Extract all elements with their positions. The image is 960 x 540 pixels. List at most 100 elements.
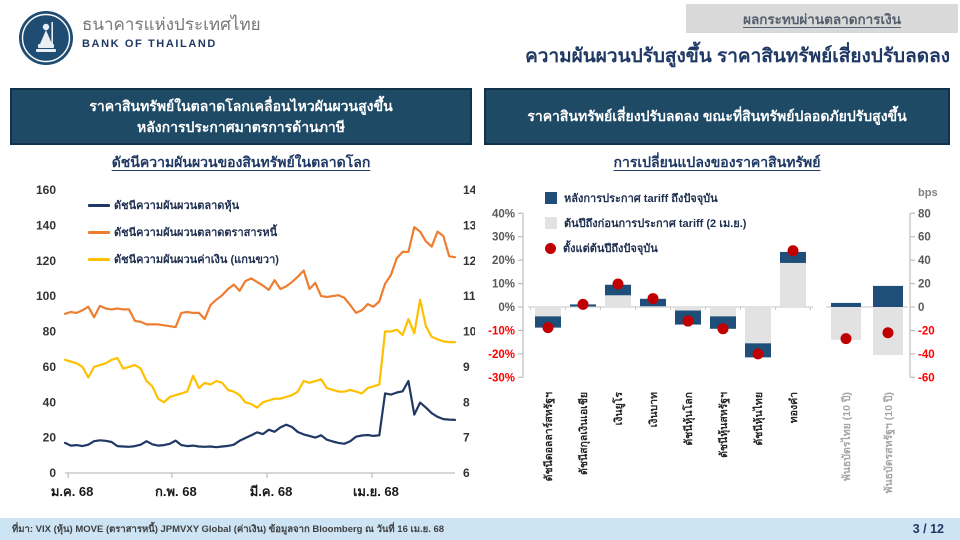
right-axis-tick: 14: [463, 183, 475, 197]
ytd-dot: [717, 323, 729, 335]
line-legend-label: ดัชนีความผันผวนตลาดตราสารหนี้: [114, 227, 278, 239]
bar-pre-tariff: [745, 307, 771, 344]
left-axis-tick: 160: [36, 183, 56, 197]
line-swatch-icon: [88, 203, 110, 207]
bar-legend-item-0: หลังการประกาศ tariff ถึงปัจจุบัน: [545, 189, 746, 207]
bar-post-tariff: [831, 302, 861, 307]
bar-post-tariff: [780, 251, 806, 263]
pct-axis-label: 10%: [492, 279, 515, 291]
ytd-dot: [840, 333, 852, 345]
right-axis-tick: 13: [463, 218, 475, 232]
org-name-en: BANK OF THAILAND: [82, 37, 217, 50]
bps-axis-label: -40: [918, 349, 935, 361]
pct-axis-label: 40%: [492, 208, 515, 220]
bar-legend-label: ต้นปีถึงก่อนการประกาศ tariff (2 เม.ย.): [564, 218, 747, 230]
x-axis-label: เม.ย. 68: [353, 484, 399, 499]
ytd-dot: [577, 298, 589, 310]
right-axis-tick: 10: [463, 325, 475, 339]
org-names: ธนาคารแห่งประเทศไทย BANK OF THAILAND: [82, 15, 261, 50]
bar-pre-tariff: [710, 307, 736, 317]
right-axis-tick: 6: [463, 466, 470, 480]
left-axis-tick: 140: [36, 218, 56, 232]
left-panel-header-line2: หลังการประกาศมาตรการด้านภาษี: [136, 118, 346, 135]
ytd-dot: [612, 278, 624, 290]
bar-category-label: เงินบาท: [648, 392, 660, 427]
line-chart-title: ดัชนีความผันผวนของสินทรัพย์ในตลาดโลก: [111, 154, 371, 170]
line-legend-label: ดัชนีความผันผวนตลาดหุ้น: [114, 200, 240, 212]
right-axis-tick: 12: [463, 254, 475, 268]
left-axis-tick: 0: [49, 466, 56, 480]
bar-category-label: พันธบัตรสหรัฐฯ (10 ปี): [882, 392, 895, 493]
bar-category-label: ดัชนีดอลลาร์สหรัฐฯ: [542, 392, 555, 481]
bps-unit-label: bps: [918, 187, 938, 199]
bar-category-label: ดัชนีหุ้นสหรัฐฯ: [717, 392, 731, 458]
bar-legend-item-1: ต้นปีถึงก่อนการประกาศ tariff (2 เม.ย.): [545, 214, 746, 232]
line-chart-legend: ดัชนีความผันผวนตลาดหุ้นดัชนีความผันผวนตล…: [88, 196, 279, 268]
right-axis-tick: 11: [463, 289, 475, 303]
bar-pre-tariff: [640, 306, 666, 307]
page-number: 3 / 12: [912, 522, 944, 536]
bar-post-tariff: [605, 284, 631, 296]
org-name-th: ธนาคารแห่งประเทศไทย: [82, 15, 261, 34]
section-badge-label: ผลกระทบผ่านตลาดการเงิน: [743, 11, 901, 27]
ytd-dot: [542, 322, 554, 334]
line-swatch-icon: [88, 230, 110, 234]
bps-axis-label: 60: [918, 232, 931, 244]
bar-category-label: พันธบัตรไทย (10 ปี): [840, 392, 853, 481]
bar-category-label: ดัชนีหุ้นไทย: [752, 392, 766, 446]
bps-axis-label: 40: [918, 255, 931, 267]
bps-axis-label: -60: [918, 372, 935, 384]
legend-square-icon: [545, 217, 557, 229]
ytd-dot: [787, 245, 799, 257]
bps-axis-label: 80: [918, 208, 931, 220]
bot-logo: [18, 10, 74, 66]
left-axis-tick: 80: [43, 325, 57, 339]
legend-dot-icon: [545, 242, 556, 254]
line-legend-item-2: ดัชนีความผันผวนค่าเงิน (แกนขวา): [88, 250, 279, 268]
bar-category-label: ทองคำ: [788, 392, 800, 423]
line-swatch-icon: [88, 257, 110, 261]
legend-square-icon: [545, 192, 557, 204]
right-panel-header-line1: ราคาสินทรัพย์เสี่ยงปรับลดลง ขณะที่สินทรั…: [527, 108, 907, 124]
line-legend-label: ดัชนีความผันผวนค่าเงิน (แกนขวา): [114, 254, 279, 266]
pct-axis-label: -30%: [488, 372, 515, 384]
section-badge[interactable]: ผลกระทบผ่านตลาดการเงิน: [686, 4, 958, 33]
bar-pre-tariff: [780, 262, 806, 307]
bar-legend-label: ตั้งแต่ต้นปีถึงปัจจุบัน: [563, 243, 658, 255]
left-axis-tick: 100: [36, 289, 56, 303]
bot-logo-icon: [19, 11, 73, 65]
pct-axis-label: 20%: [492, 255, 515, 267]
ytd-dot: [882, 327, 894, 339]
x-axis-label: ม.ค. 68: [51, 484, 94, 499]
global-volatility-line-chart: 0 20 40 60 80 100 120 140 160 6 7 8 9 10 11 12 13 14 ม.ค. …: [36, 183, 475, 499]
left-axis-tick: 40: [43, 395, 57, 409]
right-axis-tick: 7: [463, 431, 470, 445]
bar-legend-item-2: ตั้งแต่ต้นปีถึงปัจจุบัน: [545, 239, 746, 257]
left-panel-header: ราคาสินทรัพย์ในตลาดโลกเคลื่อนไหวผันผวนสู…: [10, 88, 472, 145]
right-axis-tick: 9: [463, 360, 470, 374]
bar-category-label: ดัชนีสกุลเงินเอเชีย: [577, 392, 591, 475]
left-axis-tick: 20: [43, 431, 57, 445]
right-panel-header: ราคาสินทรัพย์เสี่ยงปรับลดลง ขณะที่สินทรั…: [484, 88, 950, 145]
bar-post-tariff: [535, 316, 561, 328]
line-series-1: [63, 225, 457, 329]
left-axis-tick: 60: [43, 360, 57, 374]
bar-pre-tariff: [535, 307, 561, 317]
right-axis-tick: 8: [463, 395, 470, 409]
bar-post-tariff: [710, 316, 736, 329]
pct-axis-label: 30%: [492, 232, 515, 244]
bar-pre-tariff: [605, 295, 631, 307]
bar-chart-title: การเปลี่ยนแปลงของราคาสินทรัพย์: [613, 154, 821, 170]
bar-category-label: เงินยูโร: [612, 392, 626, 426]
ytd-dot: [647, 293, 659, 305]
line-legend-item-1: ดัชนีความผันผวนตลาดตราสารหนี้: [88, 223, 279, 241]
bar-post-tariff: [873, 285, 903, 307]
ytd-dot: [682, 315, 694, 327]
bar-chart-legend: หลังการประกาศ tariff ถึงปัจจุบันต้นปีถึง…: [545, 189, 746, 257]
bar-pre-tariff: [675, 307, 701, 311]
pct-axis-label: 0%: [498, 302, 515, 314]
pct-axis-label: -20%: [488, 349, 515, 361]
bar-legend-label: หลังการประกาศ tariff ถึงปัจจุบัน: [564, 193, 718, 205]
slide-title: ความผันผวนปรับสูงขึ้น ราคาสินทรัพย์เสี่ย…: [525, 46, 950, 67]
left-axis-tick: 120: [36, 254, 56, 268]
